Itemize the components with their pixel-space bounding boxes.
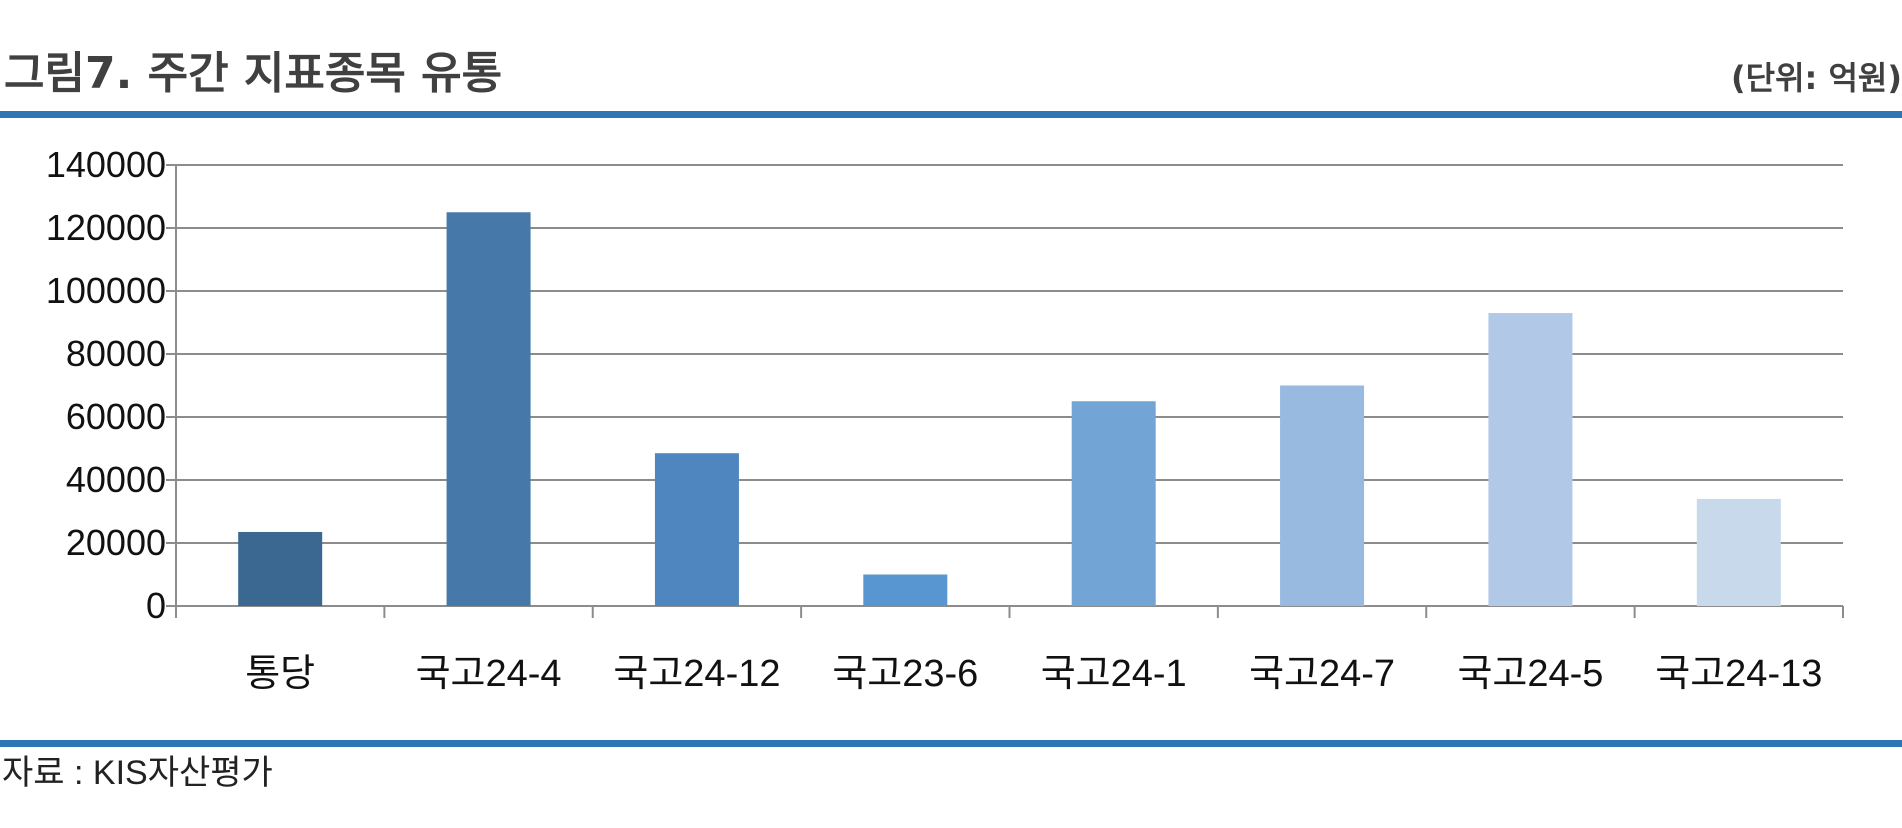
- bar: [1071, 401, 1156, 606]
- bar: [1488, 313, 1573, 606]
- bar-chart: 0 20000 40000 60000 80000 100000 120000 140000 통…: [46, 144, 1844, 695]
- y-tick-label: 20000: [66, 522, 166, 563]
- bar: [238, 531, 323, 606]
- x-tick-label: 국고24-1: [1041, 653, 1187, 695]
- y-tick-label: 0: [146, 585, 166, 626]
- bar: [863, 574, 948, 606]
- y-tick-label: 40000: [66, 459, 166, 500]
- bottom-rule: [0, 740, 1902, 747]
- x-tick-label: 국고24-5: [1457, 653, 1603, 695]
- bar: [1696, 498, 1781, 606]
- x-tick-label: 국고24-13: [1655, 653, 1822, 695]
- bar: [1280, 385, 1365, 606]
- x-tick-label: 국고24-12: [613, 653, 780, 695]
- y-tick-label: 140000: [46, 144, 166, 185]
- x-tick-label: 통당: [245, 653, 315, 695]
- chart-title: 그림7. 주간 지표종목 유통: [4, 48, 503, 99]
- y-tick-label: 100000: [46, 270, 166, 311]
- unit-label: (단위: 억원): [1731, 59, 1902, 97]
- y-tick-label: 120000: [46, 207, 166, 248]
- x-tick-label: 국고23-6: [832, 653, 978, 695]
- source-note: 자료 : KIS자산평가: [2, 754, 273, 792]
- bar: [446, 212, 531, 606]
- bar: [654, 453, 739, 606]
- figure-header: 그림7. 주간 지표종목 유통 (단위: 억원): [0, 0, 1902, 118]
- x-tick-label: 국고24-7: [1249, 653, 1395, 695]
- chart-area: 0 20000 40000 60000 80000 100000 120000 140000 통…: [0, 130, 1902, 730]
- y-tick-label: 80000: [66, 333, 166, 374]
- x-tick-label: 국고24-4: [416, 653, 562, 695]
- y-tick-label: 60000: [66, 396, 166, 437]
- top-rule: [0, 111, 1902, 118]
